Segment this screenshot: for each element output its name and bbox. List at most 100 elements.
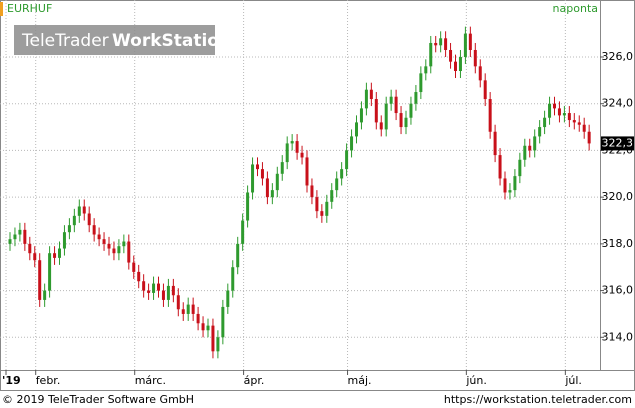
y-tick-label: 326,0	[602, 50, 634, 63]
candle-body	[562, 113, 566, 116]
candle-body	[350, 136, 354, 151]
candle-body	[503, 178, 507, 193]
candle-body	[577, 122, 581, 125]
candle-body	[171, 285, 175, 296]
candle-body	[359, 108, 363, 123]
candle-body	[409, 103, 413, 118]
candle-body	[543, 117, 547, 128]
candle-body	[468, 33, 472, 50]
candle-body	[404, 117, 408, 128]
url: https://workstation.teletrader.com	[444, 393, 632, 406]
x-tick-label: júl.	[564, 374, 582, 387]
candle-body	[53, 253, 57, 258]
candle-body	[38, 260, 42, 300]
candle-body	[518, 159, 522, 177]
candle-body	[67, 225, 71, 233]
candle-body	[206, 325, 210, 331]
candle-body	[305, 157, 309, 186]
symbol: EURHUF	[7, 2, 52, 15]
candle-body	[280, 162, 284, 174]
symbol-marker	[0, 2, 3, 16]
candle-body	[290, 141, 294, 144]
candle-body	[211, 325, 215, 352]
candle-body	[176, 295, 180, 310]
x-tick-label: máj.	[348, 374, 372, 387]
y-tick-label: 316,0	[602, 284, 634, 297]
candle-body	[389, 96, 393, 104]
candle-body	[260, 169, 264, 179]
x-tick-label: ápr.	[244, 374, 265, 387]
candle-body	[28, 243, 32, 254]
candle-body	[216, 337, 220, 352]
candle-body	[458, 56, 462, 72]
candle-body	[498, 155, 502, 179]
candle-body	[548, 103, 552, 118]
candle-body	[587, 131, 591, 144]
candle-body	[429, 42, 433, 67]
candle-body	[454, 61, 457, 72]
candle-body	[201, 323, 205, 331]
candle-body	[444, 38, 448, 50]
candle-body	[62, 232, 66, 249]
candle-body	[508, 190, 512, 193]
candle-body	[528, 145, 532, 151]
candle-body	[256, 164, 259, 170]
candle-body	[300, 152, 304, 158]
candle-body	[142, 281, 146, 291]
candle-body	[399, 113, 403, 128]
candle-body	[157, 283, 160, 291]
candle-body	[335, 178, 339, 191]
candle-body	[152, 283, 156, 293]
candle-body	[572, 120, 576, 123]
candle-body	[488, 99, 492, 132]
candle-body	[325, 201, 329, 216]
candle-body	[434, 42, 438, 46]
candle-body	[379, 122, 383, 130]
candle-body	[226, 290, 230, 307]
candle-body	[270, 190, 274, 198]
x-tick-label: márc.	[135, 374, 166, 387]
candle-body	[538, 127, 542, 137]
candle-body	[231, 267, 235, 291]
candle-body	[424, 66, 428, 74]
candle-body	[369, 89, 373, 100]
candle-body	[473, 49, 477, 67]
candle-body	[493, 131, 497, 156]
y-tick-label: 314,0	[602, 330, 634, 343]
grid	[0, 0, 600, 370]
candle-body	[196, 313, 200, 324]
candle-body	[77, 206, 81, 216]
candle-body	[557, 108, 561, 116]
candle-body	[97, 234, 101, 240]
period: naponta	[553, 2, 598, 15]
candle-body	[236, 243, 240, 268]
candle-body	[43, 290, 47, 300]
y-tick-label: 324,0	[602, 97, 634, 110]
x-tick-label: febr.	[36, 374, 61, 387]
candle-body	[13, 234, 17, 240]
candle-body	[449, 49, 453, 62]
candle-body	[275, 173, 279, 191]
candle-body	[102, 239, 106, 244]
candle-body	[82, 206, 86, 214]
candle-body	[320, 211, 324, 216]
candle-body	[582, 124, 586, 132]
last-price-box	[601, 136, 634, 151]
candle-body	[355, 122, 358, 137]
candle-body	[122, 241, 126, 247]
candle-body	[87, 213, 91, 226]
x-axis-panel	[0, 370, 635, 391]
candle-body	[48, 253, 52, 291]
candle-body	[246, 192, 250, 221]
candle-body	[166, 285, 170, 300]
candle-body	[394, 96, 398, 114]
candle-body	[161, 290, 165, 300]
candle-body	[374, 99, 378, 123]
y-axis-panel	[600, 0, 635, 371]
candle-body	[315, 197, 319, 212]
y-tick-label: 318,0	[602, 237, 634, 250]
candle-body	[513, 176, 517, 191]
candle-body	[419, 73, 423, 93]
candle-body	[439, 38, 443, 46]
